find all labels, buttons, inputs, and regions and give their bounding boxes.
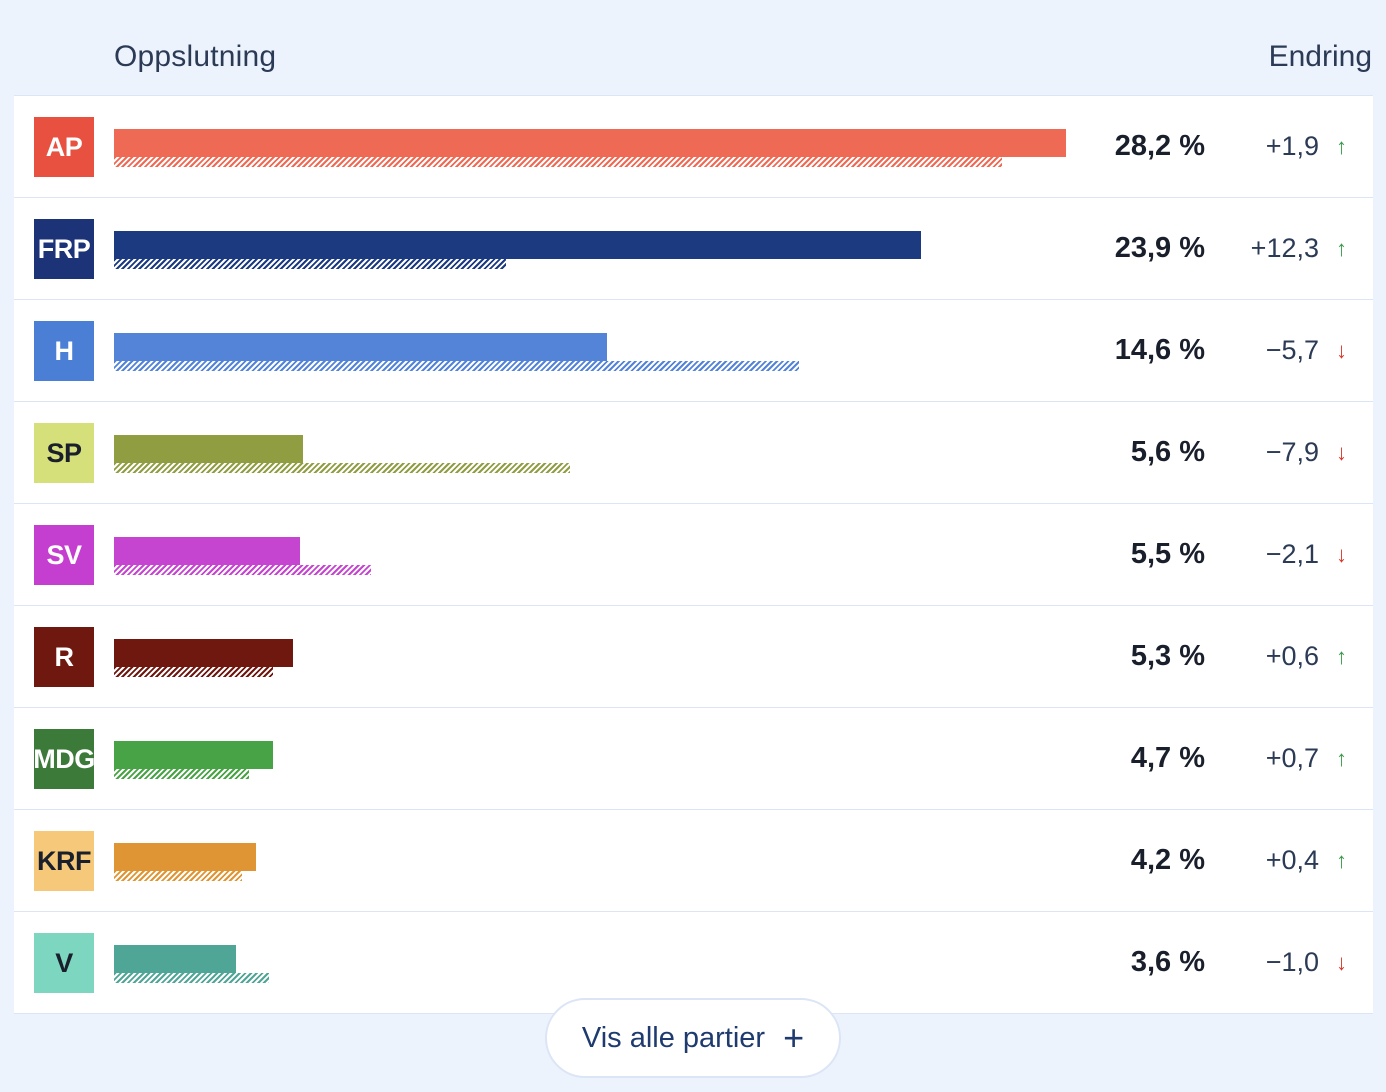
support-value-label: 5,3 %	[1130, 640, 1205, 672]
current-support-bar	[114, 129, 1066, 157]
bar-group	[114, 129, 1074, 169]
support-column-header: Oppslutning	[114, 40, 277, 73]
party-badge: V	[34, 933, 94, 993]
previous-result-bar	[114, 157, 1002, 167]
party-badge: MDG	[33, 729, 95, 789]
change-column-header: Endring	[1268, 40, 1372, 73]
previous-result-bar	[114, 463, 570, 473]
party-badge: FRP	[34, 219, 94, 279]
arrow-up-icon: ↑	[1336, 848, 1347, 873]
support-value-label: 14,6 %	[1114, 334, 1205, 366]
support-value-label: 5,5 %	[1130, 538, 1205, 570]
party-badge: SV	[34, 525, 94, 585]
arrow-up-icon: ↑	[1336, 644, 1347, 669]
party-list: AP 28,2 % +1,9 ↑ FRP 23,9 % +12,3 ↑ H 14,6 % −5,7 ↓…	[14, 95, 1373, 1014]
arrow-up-icon: ↑	[1336, 746, 1347, 771]
current-support-bar	[114, 333, 607, 361]
change-value-label: +0,7	[1265, 743, 1319, 773]
current-support-bar	[114, 945, 236, 973]
arrow-down-icon: ↓	[1336, 440, 1347, 465]
current-support-bar	[114, 435, 303, 463]
change-value-label: −5,7	[1265, 335, 1319, 365]
support-value-label: 4,2 %	[1130, 844, 1205, 876]
previous-result-bar	[114, 973, 269, 983]
arrow-up-icon: ↑	[1336, 134, 1347, 159]
party-badge: AP	[34, 117, 94, 177]
bar-group	[114, 435, 1074, 475]
party-row: R 5,3 % +0,6 ↑	[14, 605, 1373, 707]
party-row: FRP 23,9 % +12,3 ↑	[14, 197, 1373, 299]
bar-group	[114, 537, 1074, 577]
support-value-label: 5,6 %	[1130, 436, 1205, 468]
party-badge: H	[34, 321, 94, 381]
party-row: H 14,6 % −5,7 ↓	[14, 299, 1373, 401]
bar-group	[114, 945, 1074, 985]
previous-result-bar	[114, 259, 506, 269]
bar-group	[114, 231, 1074, 271]
current-support-bar	[114, 741, 273, 769]
change-value-label: +0,4	[1265, 845, 1319, 875]
arrow-up-icon: ↑	[1336, 236, 1347, 261]
support-value-label: 4,7 %	[1130, 742, 1205, 774]
support-value-label: 3,6 %	[1130, 946, 1205, 978]
party-row: KRF 4,2 % +0,4 ↑	[14, 809, 1373, 911]
previous-result-bar	[114, 361, 799, 371]
party-badge: KRF	[34, 831, 94, 891]
previous-result-bar	[114, 871, 242, 881]
current-support-bar	[114, 639, 293, 667]
arrow-down-icon: ↓	[1336, 338, 1347, 363]
show-all-parties-button[interactable]: Vis alle partier +	[545, 998, 841, 1078]
previous-result-bar	[114, 667, 273, 677]
party-badge: R	[34, 627, 94, 687]
support-value-label: 28,2 %	[1114, 130, 1205, 162]
party-row: AP 28,2 % +1,9 ↑	[14, 95, 1373, 197]
bar-group	[114, 843, 1074, 883]
previous-result-bar	[114, 769, 249, 779]
change-value-label: +1,9	[1265, 131, 1319, 161]
previous-result-bar	[114, 565, 371, 575]
change-value-label: −2,1	[1265, 539, 1319, 569]
chart-header: Oppslutning Endring	[0, 0, 1386, 95]
party-row: MDG 4,7 % +0,7 ↑	[14, 707, 1373, 809]
support-value-label: 23,9 %	[1114, 232, 1205, 264]
current-support-bar	[114, 231, 921, 259]
party-badge: SP	[34, 423, 94, 483]
show-all-parties-label: Vis alle partier	[581, 1021, 766, 1054]
current-support-bar	[114, 843, 256, 871]
party-row: SV 5,5 % −2,1 ↓	[14, 503, 1373, 605]
plus-icon: +	[783, 1017, 805, 1058]
arrow-down-icon: ↓	[1336, 542, 1347, 567]
change-value-label: +12,3	[1250, 233, 1319, 263]
change-value-label: −1,0	[1265, 947, 1319, 977]
bar-group	[114, 639, 1074, 679]
bar-group	[114, 741, 1074, 781]
arrow-down-icon: ↓	[1336, 950, 1347, 975]
change-value-label: +0,6	[1265, 641, 1319, 671]
bar-group	[114, 333, 1074, 373]
change-value-label: −7,9	[1265, 437, 1319, 467]
current-support-bar	[114, 537, 300, 565]
party-row: SP 5,6 % −7,9 ↓	[14, 401, 1373, 503]
